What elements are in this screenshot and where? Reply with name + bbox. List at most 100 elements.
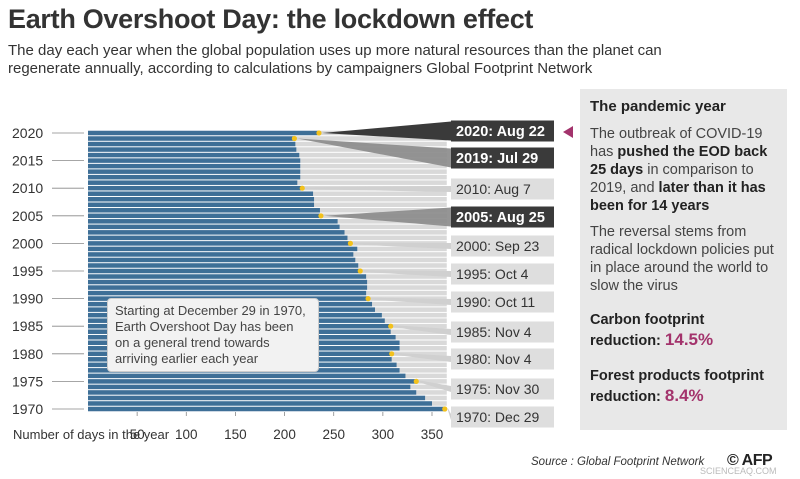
bar-2016 (88, 152, 300, 158)
bar-1995 (88, 268, 361, 274)
date-label-2020: 2020: Aug 22 (456, 124, 545, 140)
remaining-days-2012 (300, 174, 447, 180)
marker-1990 (365, 296, 371, 302)
marker-1980 (389, 351, 395, 357)
bar-2001 (88, 235, 348, 241)
remaining-days-1982 (399, 340, 447, 346)
ylabel-2010: 2010 (12, 180, 43, 196)
remaining-days-1984 (390, 329, 447, 334)
xlabel-50: 50 (130, 427, 145, 442)
connector-1990 (371, 297, 451, 305)
marker-1985 (388, 323, 394, 329)
label-box-2019 (451, 147, 554, 169)
remaining-days-2011 (297, 180, 447, 185)
ylabel-1975: 1975 (12, 373, 43, 389)
bar-2005 (88, 213, 321, 219)
bar-1972 (88, 395, 426, 401)
label-box-2010 (451, 178, 554, 200)
remaining-days-1976 (405, 373, 447, 379)
bar-1993 (88, 279, 368, 285)
label-box-2000 (451, 235, 554, 257)
remaining-days-1980 (391, 351, 447, 357)
trend-annotation: Starting at December 29 in 1970, Earth O… (107, 298, 319, 372)
xlabel-100: 100 (175, 427, 198, 442)
remaining-days-1998 (353, 252, 447, 257)
date-label-2019: 2019: Jul 29 (456, 151, 538, 167)
xlabel-250: 250 (322, 427, 345, 442)
label-box-1990 (451, 291, 554, 313)
bar-1998 (88, 252, 354, 257)
ylabel-1970: 1970 (12, 401, 43, 417)
xlabel-200: 200 (273, 427, 296, 442)
remaining-days-1989 (372, 301, 447, 307)
bar-2014 (88, 163, 301, 169)
marker-2000 (347, 240, 354, 246)
connector-2005 (323, 207, 451, 227)
remaining-days-1996 (358, 263, 447, 268)
remaining-days-2008 (314, 196, 447, 202)
forest-value: 8.4% (664, 386, 704, 405)
date-label-1995: 1995: Oct 4 (456, 266, 529, 282)
bar-1996 (88, 263, 359, 268)
bar-1999 (88, 246, 358, 252)
connector-1975 (419, 380, 451, 392)
remaining-days-1971 (432, 401, 447, 406)
ylabel-2000: 2000 (12, 235, 43, 251)
remaining-days-2009 (313, 191, 447, 196)
bar-2019 (88, 136, 295, 141)
bar-1973 (88, 390, 417, 395)
label-box-1985 (451, 321, 554, 343)
source-note: Source : Global Footprint Network (531, 456, 705, 468)
date-label-2005: 2005: Aug 25 (456, 210, 545, 226)
pandemic-panel: The pandemic year The outbreak of COVID-… (580, 89, 787, 430)
panel-paragraph-1: The outbreak of COVID-19 has pushed the … (590, 126, 768, 214)
remaining-days-1991 (366, 290, 447, 296)
bar-2004 (88, 219, 338, 224)
accent-arrow-icon (563, 126, 573, 138)
remaining-days-1975 (416, 379, 447, 384)
xlabel-350: 350 (421, 427, 444, 442)
bar-1974 (88, 384, 411, 390)
date-label-1990: 1990: Oct 11 (456, 294, 535, 310)
xlabel-150: 150 (224, 427, 247, 442)
remaining-days-1987 (381, 312, 447, 318)
bar-1992 (88, 285, 368, 290)
panel-paragraph-2: The reversal stems from radical lockdown… (590, 224, 774, 294)
remaining-days-2003 (339, 224, 447, 230)
remaining-days-2016 (299, 152, 447, 158)
bar-1975 (88, 379, 417, 384)
date-label-1975: 1975: Nov 30 (456, 381, 539, 397)
bar-2006 (88, 208, 320, 213)
bar-2000 (88, 241, 351, 246)
remaining-days-2013 (300, 169, 447, 174)
carbon-value: 14.5% (664, 330, 714, 349)
remaining-days-1973 (416, 390, 447, 395)
page-subtitle: The day each year when the global popula… (8, 42, 662, 77)
remaining-days-2015 (300, 158, 447, 163)
ylabel-1995: 1995 (12, 263, 43, 279)
marker-2019 (291, 135, 297, 142)
connector-2010 (305, 186, 451, 192)
bar-1994 (88, 274, 367, 279)
connector-1985 (393, 325, 451, 335)
label-box-1970 (451, 406, 554, 428)
bar-2003 (88, 224, 340, 230)
carbon-stat: Carbon footprint reduction: 14.5% (590, 312, 714, 349)
bar-2013 (88, 169, 301, 174)
remaining-days-1979 (391, 357, 447, 362)
bar-2015 (88, 158, 301, 163)
bar-2010 (88, 185, 303, 191)
bar-2009 (88, 191, 314, 196)
remaining-days-1994 (366, 274, 447, 279)
marker-2020 (316, 130, 322, 136)
remaining-days-1972 (425, 395, 447, 401)
marker-1995 (357, 268, 363, 274)
connector-1980 (394, 352, 451, 362)
remaining-days-2002 (344, 230, 447, 235)
remaining-days-2006 (319, 208, 447, 213)
remaining-days-1977 (399, 368, 447, 373)
bar-2002 (88, 230, 345, 235)
ylabel-2005: 2005 (12, 208, 43, 224)
forest-stat: Forest products footprint reduction: 8.4… (590, 368, 764, 405)
